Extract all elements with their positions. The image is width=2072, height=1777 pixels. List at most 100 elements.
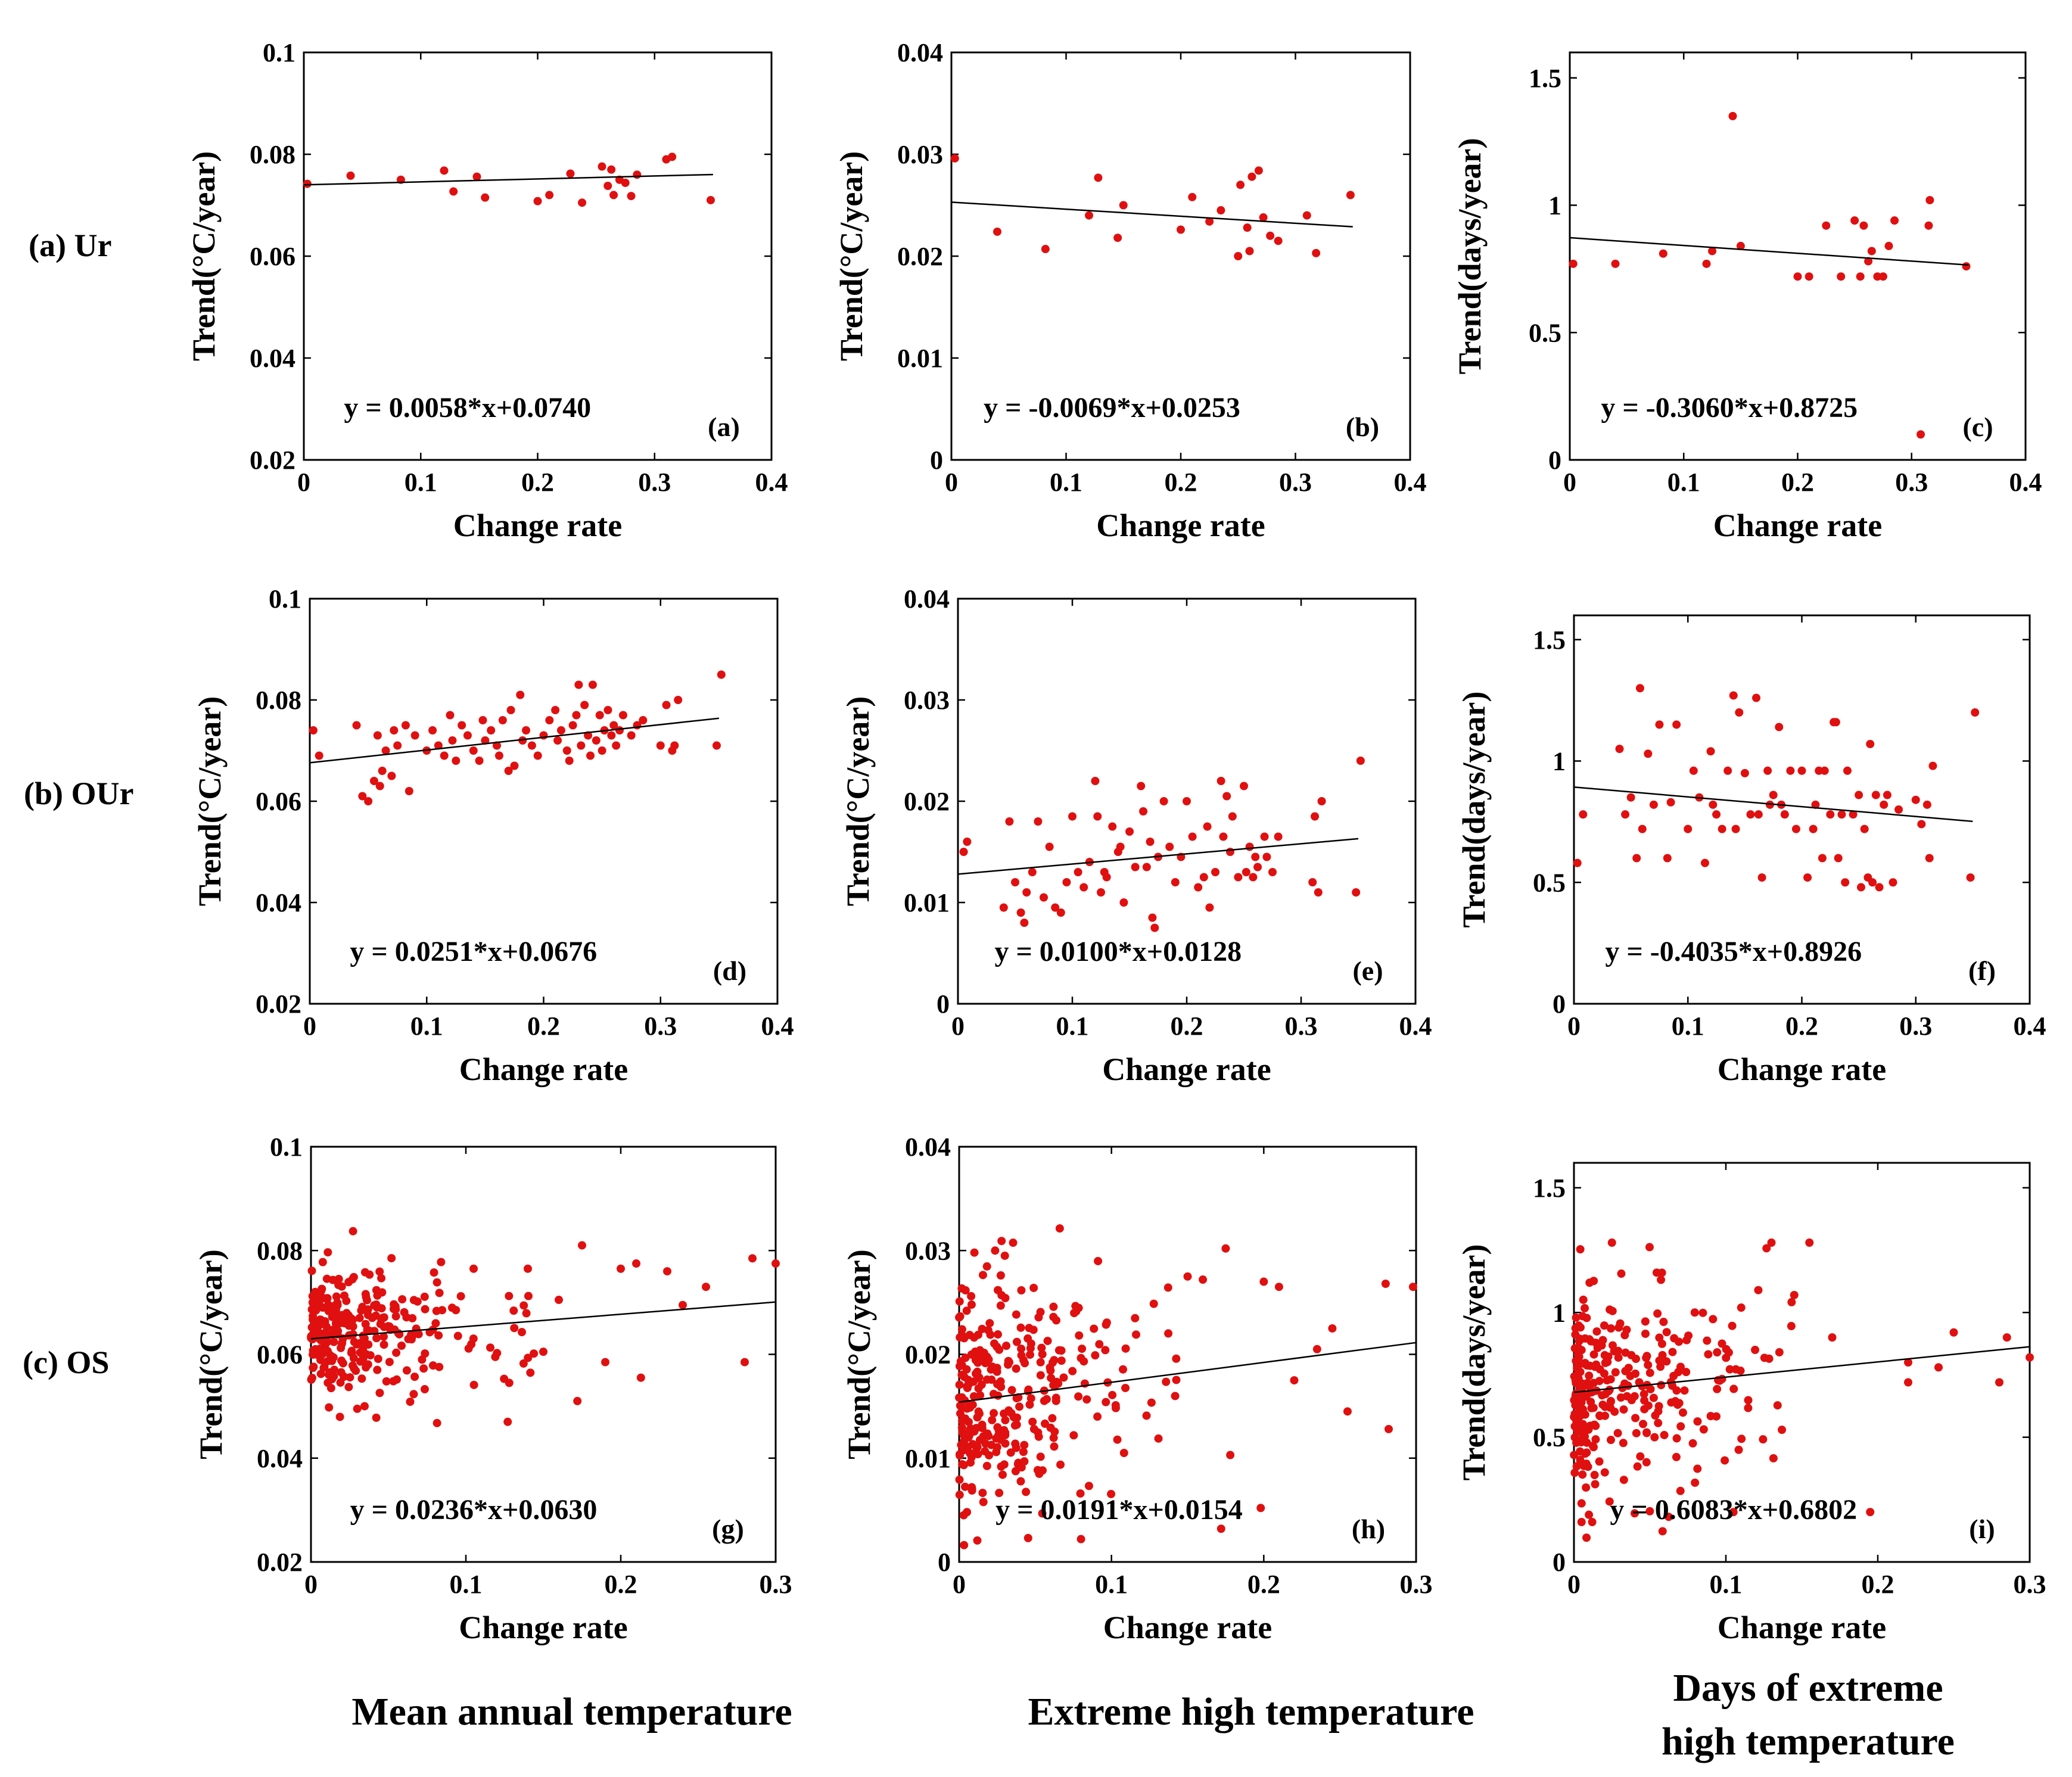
data-point (601, 1358, 609, 1367)
data-point (663, 1267, 671, 1276)
data-point (1672, 1434, 1681, 1443)
data-point (1211, 868, 1219, 876)
data-point (419, 1364, 428, 1373)
data-point (1226, 1451, 1235, 1459)
data-point (1658, 1527, 1667, 1536)
data-point (1787, 1322, 1796, 1331)
data-point (1639, 1390, 1648, 1399)
data-point (971, 1369, 980, 1378)
data-point (957, 1370, 966, 1379)
data-point (1587, 1403, 1596, 1412)
data-point (1995, 1378, 2003, 1387)
data-point (1573, 1364, 1582, 1373)
data-point (1006, 1448, 1015, 1457)
x-tick-label: 0.2 (1781, 468, 1814, 497)
data-point (1585, 1371, 1594, 1380)
data-point (1595, 1411, 1604, 1420)
data-point (712, 741, 721, 750)
panel-id-label: (b) (1346, 412, 1379, 442)
data-point (1706, 747, 1715, 756)
data-point (1659, 1355, 1667, 1364)
data-point (1159, 797, 1168, 805)
data-point (1314, 888, 1323, 897)
data-point (406, 1398, 415, 1406)
data-point (1769, 1454, 1778, 1462)
data-point (366, 1351, 375, 1360)
data-point (1600, 1321, 1609, 1330)
data-point (317, 1286, 326, 1295)
data-point (1805, 1238, 1814, 1247)
data-point (430, 1268, 438, 1277)
data-point (1585, 1510, 1594, 1519)
data-point (1815, 766, 1824, 775)
data-point (617, 1264, 625, 1273)
data-point (355, 1314, 364, 1322)
data-point (1607, 1238, 1616, 1247)
data-point (1653, 1309, 1662, 1318)
data-point (307, 1323, 316, 1332)
data-point (668, 153, 677, 161)
data-point (1036, 1371, 1045, 1380)
data-point (1579, 810, 1588, 819)
data-point (979, 1432, 988, 1441)
data-point (1632, 1429, 1641, 1437)
data-point (1125, 827, 1134, 836)
data-point (369, 777, 378, 785)
x-tick-label: 0.2 (521, 468, 554, 497)
data-point (1188, 192, 1197, 201)
data-point (991, 1246, 1000, 1255)
data-point (1097, 888, 1105, 897)
data-point (1763, 766, 1772, 775)
data-point (598, 162, 606, 171)
data-point (539, 1347, 547, 1356)
data-point (1589, 1350, 1598, 1359)
fit-line (310, 1301, 776, 1340)
data-point (1917, 820, 1926, 829)
fit-line (309, 717, 720, 764)
data-point (325, 1403, 334, 1412)
data-point (494, 751, 503, 760)
data-point (1669, 1371, 1678, 1380)
data-point (524, 1264, 532, 1273)
data-point (1588, 1518, 1597, 1526)
panel-a: 0 0.1 0.2 0.3 0.4 0.02 0.04 0.06 0.08 0.1 Change r… (186, 38, 788, 543)
data-point (639, 716, 648, 724)
row-label-our: (b) OUr (24, 776, 133, 811)
data-point (1049, 1433, 1058, 1442)
data-point (981, 1359, 990, 1368)
y-tick-label: 0.04 (904, 584, 950, 614)
data-point (469, 1380, 478, 1389)
data-point (970, 1248, 979, 1257)
data-point (1582, 1533, 1591, 1542)
data-point (1834, 854, 1843, 863)
data-point (958, 1460, 967, 1469)
data-point (332, 1304, 341, 1313)
data-point (1581, 1449, 1589, 1458)
data-point (969, 1392, 978, 1401)
data-point (349, 1227, 357, 1236)
x-tick-label: 0.4 (1394, 468, 1427, 497)
data-point (607, 731, 616, 740)
data-point (420, 1292, 429, 1301)
data-point (1740, 768, 1749, 777)
data-point (1586, 1421, 1595, 1430)
data-point (1007, 1386, 1016, 1395)
data-point (580, 701, 589, 709)
x-tick-label: 0.2 (1247, 1570, 1280, 1599)
data-point (1381, 1280, 1390, 1289)
data-point (1678, 1408, 1687, 1417)
data-point (607, 165, 616, 174)
data-point (481, 736, 490, 745)
x-tick-label: 0.2 (527, 1012, 560, 1041)
data-point (963, 1404, 972, 1413)
data-point (1689, 766, 1698, 775)
data-point (1660, 1430, 1669, 1439)
data-point (1576, 1455, 1585, 1464)
data-point (1666, 798, 1675, 807)
data-point (1934, 1363, 1943, 1372)
data-point (962, 1365, 971, 1374)
data-point (1074, 1392, 1083, 1401)
data-point (1581, 1426, 1589, 1435)
data-point (312, 1317, 321, 1326)
column-label-days-line1: Days of extreme (1673, 1666, 1943, 1710)
